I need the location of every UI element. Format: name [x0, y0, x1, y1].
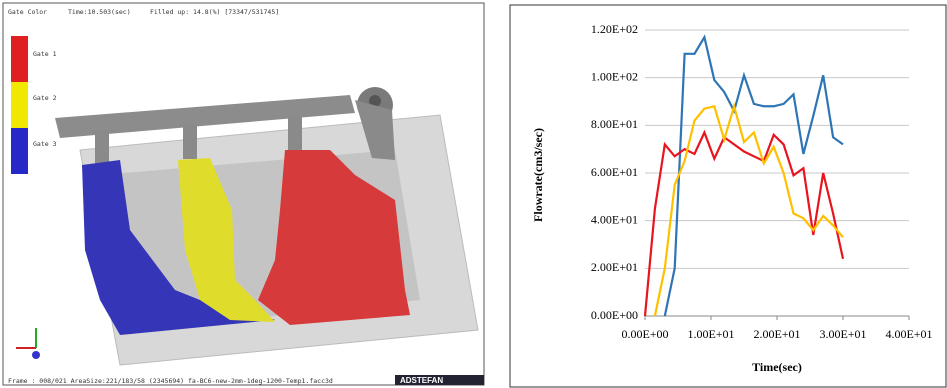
gate-stub: [95, 130, 109, 165]
y-tick-label: 4.00E+01: [591, 212, 638, 226]
axis-triad: [32, 351, 40, 359]
header-label: Gate Color: [8, 8, 47, 16]
y-axis-title: Flowrate(cm3/sec): [531, 128, 545, 222]
page: Gate Color Time:10.503(sec) Filled up: 1…: [0, 0, 947, 388]
legend-label: Gate 3: [33, 140, 57, 148]
gate-stub: [288, 116, 302, 151]
legend-swatch: [11, 36, 28, 82]
simulation-panel: Gate Color Time:10.503(sec) Filled up: 1…: [3, 3, 484, 385]
y-tick-label: 2.00E+01: [591, 260, 638, 274]
x-tick-label: 1.00E+01: [687, 327, 734, 341]
x-tick-label: 3.00E+01: [819, 327, 866, 341]
header-time: Time:10.503(sec): [68, 8, 131, 16]
y-tick-label: 0.00E+00: [591, 308, 638, 322]
legend-label: Gate 1: [33, 50, 57, 58]
x-axis-title: Time(sec): [752, 360, 802, 374]
x-tick-label: 2.00E+01: [753, 327, 800, 341]
gate-stub: [183, 124, 197, 159]
legend-label: Gate 2: [33, 94, 57, 102]
footer-info: Frame : 008/021 AreaSize:221/183/58 (234…: [8, 377, 333, 385]
legend-swatch: [11, 82, 28, 128]
logo: ADSTEFAN: [400, 376, 443, 385]
header-filled: Filled up: 14.8(%) [73347/531745]: [150, 8, 279, 16]
y-tick-label: 1.20E+02: [591, 22, 638, 36]
x-tick-label: 0.00E+00: [621, 327, 668, 341]
y-tick-label: 1.00E+02: [591, 69, 638, 83]
legend-swatch: [11, 128, 28, 174]
y-tick-label: 8.00E+01: [591, 117, 638, 131]
y-tick-label: 6.00E+01: [591, 165, 638, 179]
x-tick-label: 4.00E+01: [885, 327, 932, 341]
